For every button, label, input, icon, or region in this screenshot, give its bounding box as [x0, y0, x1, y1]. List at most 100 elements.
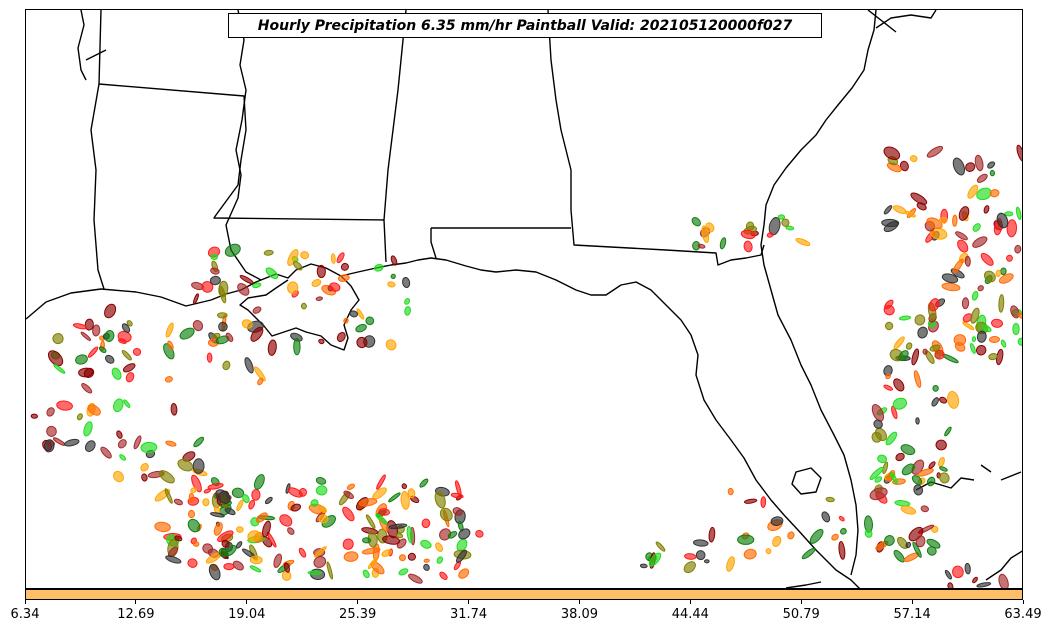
precip-blob	[87, 346, 99, 358]
precip-blob	[126, 320, 133, 327]
precip-blob	[250, 326, 264, 342]
precip-blob	[838, 516, 845, 522]
precip-blob	[893, 549, 905, 563]
precip-blob	[743, 498, 758, 504]
map-panel	[25, 9, 1023, 589]
precip-blob	[122, 363, 136, 373]
precip-blob	[165, 555, 182, 564]
colorbar-tick	[135, 600, 137, 604]
precip-blob	[221, 539, 230, 548]
precip-blob	[52, 333, 64, 345]
precip-blob	[43, 439, 55, 453]
precip-blob	[318, 514, 329, 524]
precip-blob	[187, 509, 196, 519]
precip-blob	[232, 560, 244, 571]
precip-blob	[898, 350, 909, 362]
precip-blob	[439, 571, 448, 580]
precip-blob	[164, 376, 173, 383]
precip-blob	[298, 547, 307, 558]
precip-blob	[655, 541, 666, 552]
precip-blob	[217, 312, 228, 319]
precip-blob	[173, 498, 183, 506]
precip-blob	[262, 520, 271, 538]
precip-blob	[401, 483, 408, 490]
precip-blob	[691, 217, 701, 227]
precip-blob	[864, 529, 873, 538]
precip-blob	[249, 565, 262, 573]
precip-blob	[952, 214, 958, 227]
precip-blob	[900, 444, 916, 456]
precip-blob	[210, 253, 218, 261]
precip-blob	[80, 331, 92, 341]
precip-blob	[343, 551, 359, 562]
precip-blob	[1000, 339, 1007, 348]
colorbar	[25, 589, 1023, 600]
precip-blob	[874, 476, 883, 483]
precip-blob	[224, 243, 241, 257]
precip-blob	[191, 474, 202, 493]
precip-blob	[772, 535, 782, 547]
precip-blob	[241, 319, 253, 329]
precip-blob	[895, 452, 905, 462]
precip-blob	[349, 310, 359, 318]
precip-blob	[336, 252, 345, 264]
precip-blob	[964, 255, 971, 267]
precip-blob	[684, 553, 697, 560]
precip-blob	[273, 553, 283, 568]
precip-blob	[83, 421, 93, 437]
precip-blob	[909, 155, 918, 163]
precip-blob	[766, 232, 774, 238]
precip-blob	[971, 336, 977, 342]
precip-blob	[376, 474, 386, 490]
precip-blob	[104, 354, 115, 364]
precip-blob	[355, 324, 367, 333]
precip-blob	[976, 330, 987, 343]
precip-blob	[901, 463, 916, 476]
precip-blob	[917, 326, 928, 339]
precip-blob	[190, 487, 198, 493]
precip-blob	[648, 552, 662, 567]
precip-blob	[958, 206, 970, 221]
precip-blob	[840, 527, 847, 535]
precip-blob	[253, 474, 265, 490]
precip-blob	[75, 354, 88, 365]
colorbar-tick	[357, 600, 359, 604]
precip-blob	[881, 218, 900, 228]
colorbar-tick-label: 12.69	[117, 607, 155, 622]
precip-blob	[911, 475, 923, 485]
colorbar-tick-label: 6.34	[10, 607, 40, 622]
precip-blob	[991, 318, 1003, 328]
colorbar-tick-label: 38.09	[560, 607, 599, 622]
precip-blob	[939, 466, 948, 472]
precip-blob	[929, 344, 941, 352]
precip-blob	[300, 251, 310, 260]
precip-blob	[244, 357, 254, 374]
precip-blob	[974, 154, 984, 172]
precip-blob	[218, 547, 228, 558]
precip-blob	[893, 336, 905, 350]
precip-blob	[871, 404, 885, 422]
precip-blob	[247, 530, 261, 542]
precip-blob	[955, 231, 968, 241]
precip-blob	[894, 500, 911, 507]
precip-blob	[883, 205, 893, 215]
precip-blob	[1017, 312, 1022, 320]
precip-blob	[362, 569, 370, 579]
precip-blob	[944, 426, 952, 437]
colorbar-tick	[468, 600, 470, 604]
precip-blob	[1006, 219, 1018, 238]
precip-blob	[202, 543, 214, 554]
precip-blob	[340, 262, 349, 271]
precip-blob	[132, 347, 142, 356]
precip-blob	[957, 239, 969, 253]
precip-blob	[372, 487, 387, 500]
precip-blob	[695, 550, 706, 561]
precip-blob	[926, 546, 937, 556]
colorbar-tick-label: 44.44	[671, 607, 709, 622]
precip-blob	[290, 503, 302, 512]
precip-blob	[934, 349, 945, 360]
precip-blob	[893, 378, 905, 392]
precip-blob	[203, 488, 211, 494]
precip-blob	[1017, 337, 1022, 346]
precip-blob	[287, 487, 303, 498]
